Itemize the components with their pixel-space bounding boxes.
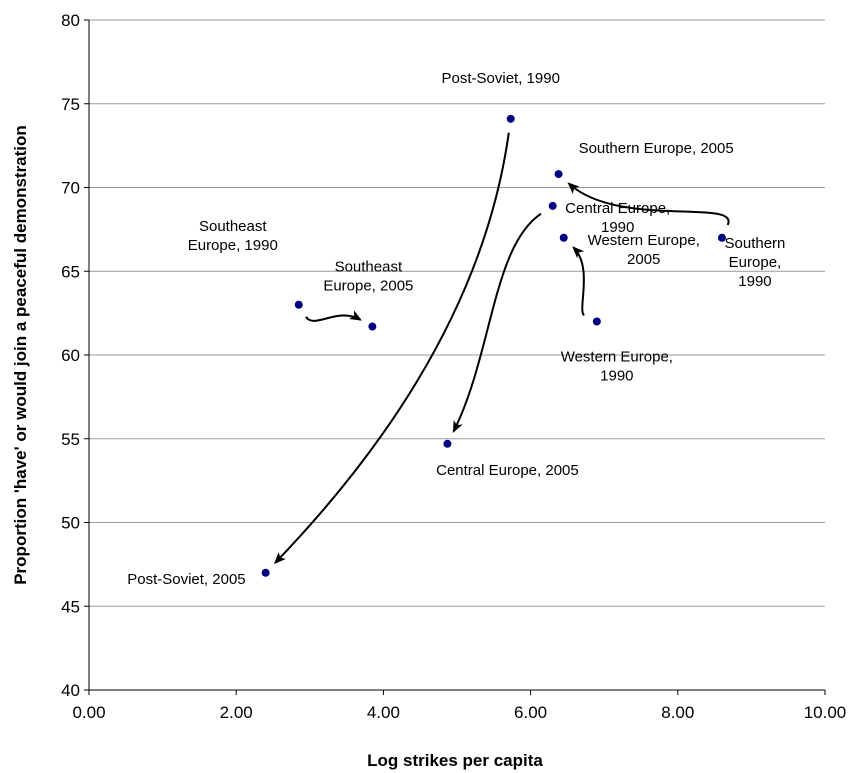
transition-arrow: [567, 182, 730, 226]
y-tick-label: 60: [61, 346, 80, 365]
point-label: Southeast Europe, 2005: [323, 259, 413, 295]
y-tick-label: 45: [61, 597, 80, 616]
data-points: [261, 114, 726, 577]
y-tick-label: 65: [61, 262, 80, 281]
x-tick-label: 4.00: [367, 703, 400, 722]
point-label: Southern Europe, 2005: [579, 140, 734, 157]
data-point: [592, 317, 601, 326]
y-tick-label: 75: [61, 95, 80, 114]
point-label: Western Europe, 1990: [561, 349, 673, 385]
point-label: Post-Soviet, 1990: [442, 70, 560, 87]
data-point: [261, 568, 270, 577]
x-axis-title: Log strikes per capita: [367, 751, 543, 770]
data-point: [559, 233, 568, 242]
data-point: [717, 233, 726, 242]
transition-arrow: [452, 212, 542, 434]
x-tick-label: 10.00: [804, 703, 847, 722]
data-point: [294, 300, 303, 309]
gridlines: [89, 19, 825, 607]
point-label: Central Europe, 2005: [436, 462, 579, 479]
point-label: Central Europe, 1990: [565, 200, 670, 236]
data-point: [368, 322, 377, 331]
x-tick-label: 6.00: [514, 703, 547, 722]
data-point: [506, 114, 515, 123]
y-axis-title: Proportion 'have' or would join a peacef…: [11, 125, 30, 585]
y-tick-label: 80: [61, 11, 80, 30]
axes: 40 45 50 55 60 65 70 75 80 0.00 2.00 4.00 6.00 8.00 10…: [61, 11, 846, 722]
data-point: [554, 170, 563, 179]
x-tick-label: 0.00: [72, 703, 105, 722]
data-point: [548, 201, 557, 210]
y-tick-label: 50: [61, 514, 80, 533]
transition-arrow: [305, 310, 362, 322]
transition-arrow: [273, 132, 510, 565]
y-tick-label: 55: [61, 430, 80, 449]
x-tick-label: 8.00: [661, 703, 694, 722]
y-tick-label: 40: [61, 681, 80, 700]
y-tick-label: 70: [61, 179, 80, 198]
data-point: [443, 439, 452, 448]
point-label: Post-Soviet, 2005: [127, 571, 245, 588]
point-label: Southeast Europe, 1990: [188, 218, 278, 254]
x-tick-label: 2.00: [220, 703, 253, 722]
point-labels: Post-Soviet, 1990 Post-Soviet, 2005 Southe…: [127, 70, 785, 588]
transition-arrows: [273, 132, 730, 565]
point-label: Western Europe, 2005: [588, 232, 700, 268]
transition-arrow: [572, 246, 586, 317]
point-label: Southern Europe, 1990: [725, 235, 786, 290]
